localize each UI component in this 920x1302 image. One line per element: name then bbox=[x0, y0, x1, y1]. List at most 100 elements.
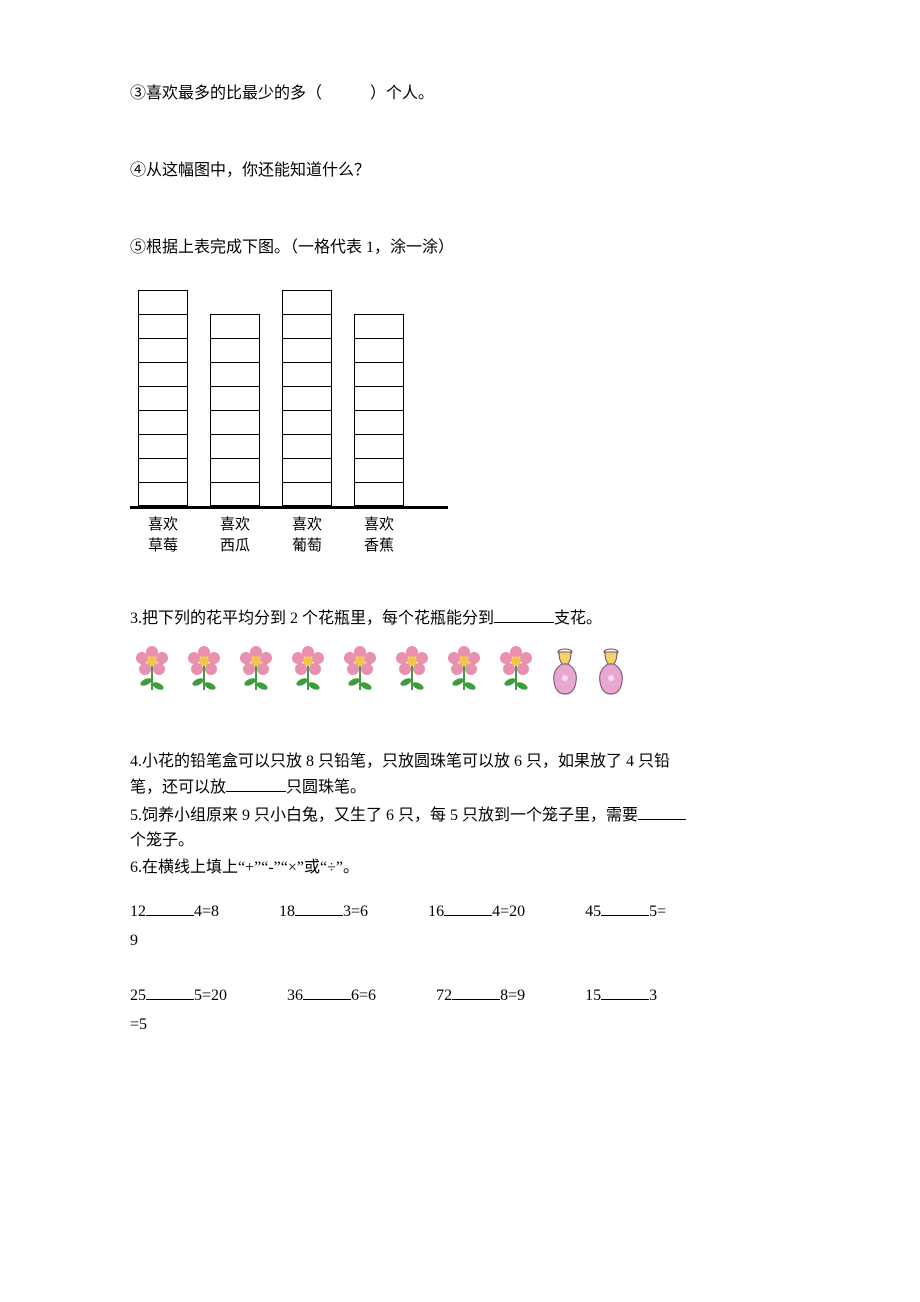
eq-wrap-tail: =5 bbox=[130, 1011, 147, 1040]
bar-cell[interactable] bbox=[138, 458, 188, 482]
equation: 183=6 bbox=[279, 898, 368, 927]
flower bbox=[392, 644, 432, 707]
eq-blank[interactable] bbox=[601, 983, 649, 1000]
bar-cell[interactable] bbox=[210, 482, 260, 506]
bar-cell[interactable] bbox=[282, 362, 332, 386]
bar-cell[interactable] bbox=[282, 410, 332, 434]
bar[interactable] bbox=[282, 290, 332, 506]
eq-right: 6=6 bbox=[351, 987, 376, 1004]
q3-blank[interactable] bbox=[322, 85, 370, 102]
problem-3: 3.把下列的花平均分到 2 个花瓶里，每个花瓶能分到支花。 bbox=[130, 606, 800, 632]
bar-cell[interactable] bbox=[138, 338, 188, 362]
p5-blank[interactable] bbox=[638, 803, 686, 820]
bar-cell[interactable] bbox=[282, 434, 332, 458]
equation: 366=6 bbox=[287, 982, 376, 1011]
flower-icon bbox=[444, 644, 484, 696]
bar-cell[interactable] bbox=[138, 386, 188, 410]
eq-left: 15 bbox=[585, 987, 601, 1004]
bar-cell[interactable] bbox=[210, 362, 260, 386]
bar-cell[interactable] bbox=[282, 290, 332, 314]
vase-icon bbox=[594, 644, 628, 696]
bar-cell[interactable] bbox=[354, 338, 404, 362]
bar-cell[interactable] bbox=[210, 410, 260, 434]
eq-blank[interactable] bbox=[295, 899, 343, 916]
eq-right: 5=20 bbox=[194, 987, 227, 1004]
bar-column bbox=[138, 290, 188, 506]
flower-icon bbox=[340, 644, 380, 696]
bar-column bbox=[354, 314, 404, 506]
q3-text-after: ）个人。 bbox=[370, 85, 434, 102]
eq-right: 4=8 bbox=[194, 903, 219, 920]
p4-line2b: 只圆珠笔。 bbox=[286, 779, 366, 796]
eq-left: 12 bbox=[130, 903, 146, 920]
p3-blank[interactable] bbox=[494, 606, 554, 623]
bar[interactable] bbox=[210, 314, 260, 506]
bar-chart-labels: 喜欢草莓喜欢西瓜喜欢葡萄喜欢香蕉 bbox=[130, 515, 456, 556]
bar-column bbox=[210, 314, 260, 506]
bar-column bbox=[282, 290, 332, 506]
bar[interactable] bbox=[138, 290, 188, 506]
bar-cell[interactable] bbox=[138, 482, 188, 506]
flower-icon bbox=[132, 644, 172, 696]
eq-wrap-tail: 9 bbox=[130, 927, 138, 956]
eq-blank[interactable] bbox=[146, 983, 194, 1000]
p4-blank[interactable] bbox=[226, 775, 286, 792]
eq-right: 5= bbox=[649, 903, 666, 920]
p3-suffix: 支花。 bbox=[554, 610, 602, 627]
flower bbox=[132, 644, 172, 707]
equation-row: 12 4=8 183=6 164=20 45 5= 9 bbox=[130, 898, 800, 956]
bar-cell[interactable] bbox=[282, 482, 332, 506]
eq-left: 45 bbox=[585, 903, 601, 920]
question-3: ③喜欢最多的比最少的多（ ）个人。 bbox=[130, 80, 800, 109]
bar-cell[interactable] bbox=[354, 434, 404, 458]
equation: 45 5= bbox=[585, 898, 666, 927]
bar-cell[interactable] bbox=[138, 314, 188, 338]
bar-cell[interactable] bbox=[210, 434, 260, 458]
bar-cell[interactable] bbox=[354, 362, 404, 386]
bar-cell[interactable] bbox=[210, 458, 260, 482]
eq-blank[interactable] bbox=[452, 983, 500, 1000]
equation-row: 255=20366=6728=9153=5 bbox=[130, 982, 800, 1040]
bar-cell[interactable] bbox=[210, 314, 260, 338]
bar-cell[interactable] bbox=[138, 362, 188, 386]
problem-4: 4.小花的铅笔盒可以只放 8 只铅笔，只放圆珠笔可以放 6 只，如果放了 4 只… bbox=[130, 750, 800, 801]
eq-blank[interactable] bbox=[303, 983, 351, 1000]
flower-icon bbox=[496, 644, 536, 696]
bar-cell[interactable] bbox=[138, 290, 188, 314]
bar-cell[interactable] bbox=[282, 458, 332, 482]
flower-icon bbox=[392, 644, 432, 696]
problem-6-intro: 6.在横线上填上“+”“-”“×”或“÷”。 bbox=[130, 856, 800, 881]
p6-intro: 6.在横线上填上“+”“-”“×”或“÷”。 bbox=[130, 859, 359, 876]
eq-blank[interactable] bbox=[444, 899, 492, 916]
question-5: ⑤根据上表完成下图。（一格代表 1，涂一涂） bbox=[130, 234, 800, 263]
p4-line1: 4.小花的铅笔盒可以只放 8 只铅笔，只放圆珠笔可以放 6 只，如果放了 4 只… bbox=[130, 753, 670, 770]
bar-cell[interactable] bbox=[354, 410, 404, 434]
flower-icon bbox=[236, 644, 276, 696]
equation: 153 bbox=[585, 982, 657, 1011]
bar-cell[interactable] bbox=[282, 338, 332, 362]
vase-icon bbox=[548, 644, 582, 696]
bar-cell[interactable] bbox=[354, 482, 404, 506]
flower-icon bbox=[184, 644, 224, 696]
bar-cell[interactable] bbox=[210, 338, 260, 362]
eq-left: 72 bbox=[436, 987, 452, 1004]
flower-row bbox=[132, 644, 800, 707]
bar-cell[interactable] bbox=[354, 386, 404, 410]
bar-cell[interactable] bbox=[282, 386, 332, 410]
bar-cell[interactable] bbox=[210, 386, 260, 410]
p5-a: 5.饲养小组原来 9 只小白兔，又生了 6 只，每 5 只放到一个笼子里，需要 bbox=[130, 807, 638, 824]
eq-blank[interactable] bbox=[601, 899, 649, 916]
bar-cell[interactable] bbox=[138, 434, 188, 458]
bar-cell[interactable] bbox=[354, 314, 404, 338]
flower bbox=[496, 644, 536, 707]
bar-cell[interactable] bbox=[138, 410, 188, 434]
bar[interactable] bbox=[354, 314, 404, 506]
equation: 164=20 bbox=[428, 898, 525, 927]
bar-cell[interactable] bbox=[282, 314, 332, 338]
question-4: ④从这幅图中，你还能知道什么？ bbox=[130, 157, 800, 186]
eq-blank[interactable] bbox=[146, 899, 194, 916]
bar-cell[interactable] bbox=[354, 458, 404, 482]
eq-right: 3=6 bbox=[343, 903, 368, 920]
equation: 12 4=8 bbox=[130, 898, 219, 927]
q4-text: ④从这幅图中，你还能知道什么？ bbox=[130, 162, 370, 179]
